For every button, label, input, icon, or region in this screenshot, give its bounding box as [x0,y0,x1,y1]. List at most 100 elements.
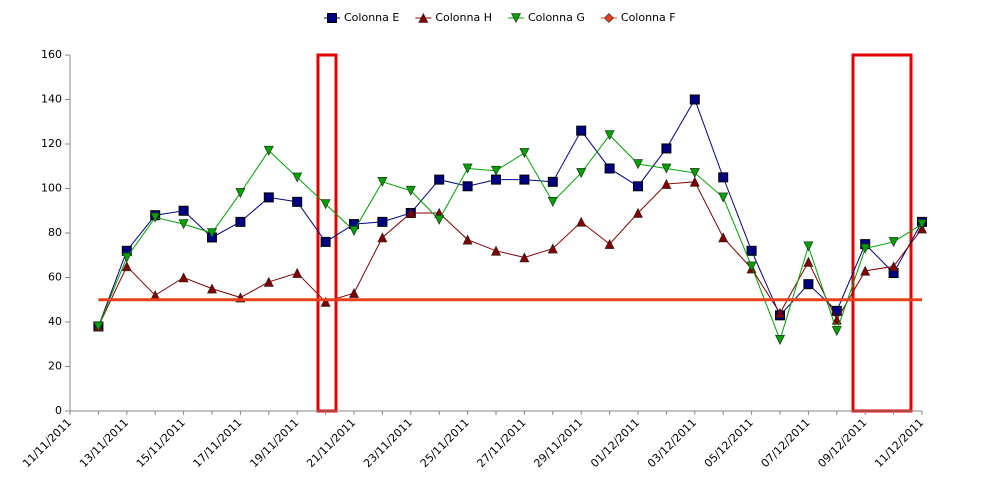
point [775,334,785,345]
point [263,276,274,287]
point [604,238,615,249]
point [121,261,132,272]
point [888,261,899,272]
legend-marker [327,13,337,23]
point [718,232,729,243]
point [803,256,814,267]
point [661,163,672,174]
point [718,192,729,203]
highlight-box [851,53,913,413]
x-tick-label: 09/12/2011 [815,416,869,470]
x-tick-label: 27/11/2011 [475,416,529,470]
point [689,176,700,187]
x-tick-label: 07/12/2011 [759,416,813,470]
point [292,196,303,207]
point [462,234,473,245]
legend-marker [603,13,614,23]
point [377,232,388,243]
point [320,199,331,210]
point [746,245,757,256]
point [178,205,189,216]
point [718,172,729,183]
x-tick-label: 29/11/2011 [531,416,585,470]
x-tick-label: 19/11/2011 [247,416,301,470]
point [434,214,445,225]
point [320,296,331,307]
point [576,168,587,179]
point [235,216,246,227]
legend-marker [418,12,429,23]
point [377,216,388,227]
x-tick-label: 17/11/2011 [191,416,245,470]
point [860,243,871,254]
point [235,188,246,199]
point [633,181,643,192]
point [547,197,558,208]
point [263,145,274,156]
x-tick-label: 05/12/2011 [702,416,756,470]
y-tick-label: 0 [55,404,62,417]
point [491,174,501,185]
legend-marker [510,13,521,24]
series-line [97,181,923,327]
y-tick-label: 120 [41,137,62,150]
legend-label: Colonna F [621,11,676,24]
y-tick-label: 100 [41,182,62,195]
point [888,237,899,248]
point [150,212,161,223]
point [661,143,672,154]
point [207,228,217,239]
point [292,267,303,278]
point [689,94,700,105]
point [803,241,814,252]
point [178,219,189,230]
point [803,279,814,290]
point [860,265,871,276]
point [292,172,303,183]
y-tick-label: 20 [48,360,62,373]
x-tick-label: 11/11/2011 [20,416,74,470]
x-tick-label: 03/12/2011 [645,416,699,470]
point [547,176,558,187]
legend-label: Colonna H [435,11,492,24]
point [519,174,530,185]
point [576,125,587,136]
point [263,192,274,203]
point [547,243,558,254]
series-line [97,98,923,327]
point [491,165,501,176]
legend-label: Colonna G [528,11,585,24]
point [121,252,132,263]
y-tick-label: 160 [41,48,62,61]
y-tick-label: 80 [48,226,62,239]
point [405,185,416,196]
point [93,321,104,332]
point [633,207,643,218]
point [462,181,473,192]
point [633,159,643,170]
point [320,236,331,247]
point [604,130,615,141]
series-line [97,134,923,342]
point [746,261,757,272]
y-tick-label: 40 [48,315,62,328]
legend-label: Colonna E [344,11,399,24]
point [576,216,587,227]
x-tick-label: 13/11/2011 [77,416,131,470]
highlight-box [316,53,338,413]
point [917,219,927,230]
point [689,168,700,179]
point [462,163,473,174]
point [405,207,416,218]
point [491,245,501,256]
point [178,272,189,283]
point [434,174,445,185]
x-tick-label: 23/11/2011 [361,416,415,470]
point [519,252,530,263]
x-tick-label: 25/11/2011 [418,416,472,470]
point [377,177,388,187]
point [775,307,785,318]
point [831,314,842,325]
x-tick-label: 11/12/2011 [872,416,926,470]
